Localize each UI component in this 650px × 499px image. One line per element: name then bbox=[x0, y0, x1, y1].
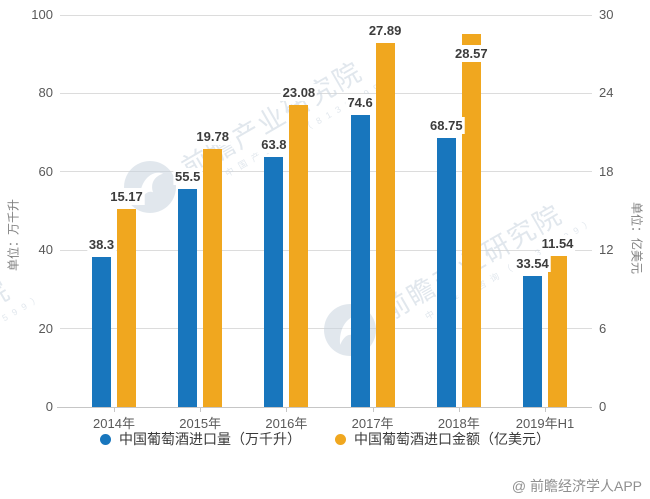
bar-label-volume-1: 55.5 bbox=[173, 168, 203, 186]
y-axis-tick-label-right: 12 bbox=[599, 242, 614, 258]
x-axis-tick bbox=[200, 407, 202, 412]
y-axis-tick-label-left: 100 bbox=[31, 7, 53, 22]
bar-label-volume-2: 63.8 bbox=[259, 135, 289, 153]
x-axis-tick bbox=[114, 407, 115, 412]
legend-item-import-value: 中国葡萄酒进口金额（亿美元） bbox=[335, 429, 550, 449]
bar-volume-0 bbox=[92, 256, 111, 407]
watermark: 前瞻产业研究院 中国产业咨询（8139599） bbox=[112, 42, 399, 225]
x-axis-label-0: 2014年 bbox=[93, 416, 135, 431]
x-axis-label-4: 2018年 bbox=[437, 416, 480, 431]
legend-label-value: 中国葡萄酒进口金额（亿美元） bbox=[354, 431, 550, 447]
y-axis-tick-label-right: 24 bbox=[599, 85, 614, 101]
bar-label-volume-3: 74.6 bbox=[345, 93, 375, 111]
bar-value-1 bbox=[203, 148, 223, 407]
y-axis-tick-label-right: 18 bbox=[599, 163, 614, 179]
gridline-40 bbox=[60, 249, 592, 251]
bar-volume-5 bbox=[523, 275, 542, 407]
x-axis-label-1: 2015年 bbox=[179, 416, 222, 431]
legend-marker-volume-icon bbox=[100, 433, 111, 445]
x-axis-tick bbox=[372, 407, 374, 412]
bar-value-0 bbox=[117, 208, 136, 407]
y-axis-tick-label-left: 60 bbox=[38, 163, 53, 179]
legend-marker-value-icon bbox=[335, 433, 346, 445]
watermark-sub-text: 中国产业咨询（8139599） bbox=[0, 290, 48, 398]
right-axis-title: 单位：亿美元 bbox=[629, 201, 644, 275]
bar-label-volume-5: 33.54 bbox=[514, 254, 551, 272]
gridline-60 bbox=[60, 171, 592, 173]
x-axis-tick bbox=[458, 407, 460, 412]
gridline-100 bbox=[60, 14, 592, 16]
bar-label-value-3: 27.89 bbox=[366, 21, 404, 39]
bar-value-5 bbox=[548, 256, 567, 407]
bar-volume-3 bbox=[350, 114, 370, 407]
gridline-80 bbox=[60, 92, 592, 94]
x-axis-label-3: 2017年 bbox=[351, 416, 394, 431]
x-axis-tick bbox=[286, 407, 288, 412]
legend-label-volume: 中国葡萄酒进口量（万千升） bbox=[119, 431, 301, 447]
y-axis-tick-label-left: 40 bbox=[38, 242, 53, 258]
y-axis-tick-label-left: 80 bbox=[38, 85, 53, 101]
x-axis-line bbox=[57, 407, 592, 408]
x-axis-tick bbox=[545, 407, 546, 412]
bar-label-value-1: 19.78 bbox=[194, 127, 231, 145]
bar-label-value-2: 23.08 bbox=[280, 84, 318, 102]
source-credit: @ 前瞻经济学人APP bbox=[511, 478, 642, 494]
x-axis-label-5: 2019年H1 bbox=[515, 416, 575, 431]
bar-label-volume-0: 38.3 bbox=[86, 235, 117, 253]
bar-value-3 bbox=[375, 42, 395, 407]
bar-value-4 bbox=[461, 33, 481, 407]
gridline-20 bbox=[60, 328, 592, 330]
legend-item-import-volume: 中国葡萄酒进口量（万千升） bbox=[100, 429, 301, 449]
bar-label-value-0: 15.17 bbox=[108, 187, 145, 205]
y-axis-tick-label-right: 30 bbox=[599, 7, 614, 22]
left-axis-title: 单位：万千升 bbox=[6, 198, 21, 272]
bar-label-value-4: 28.57 bbox=[453, 44, 490, 62]
y-axis-tick-label-right: 0 bbox=[599, 399, 607, 414]
watermark-brand-text: 前瞻产业研究院 bbox=[0, 274, 16, 403]
bar-volume-1 bbox=[178, 189, 198, 407]
chart-legend: 中国葡萄酒进口量（万千升） 中国葡萄酒进口金额（亿美元） bbox=[0, 429, 650, 449]
x-axis-label-2: 2016年 bbox=[265, 416, 308, 431]
bar-label-value-5: 11.54 bbox=[539, 235, 576, 253]
bar-volume-4 bbox=[436, 137, 456, 407]
watermark: 前瞻产业研究院 中国产业咨询（8139599） bbox=[0, 261, 47, 444]
bar-label-volume-4: 68.75 bbox=[428, 116, 465, 134]
y-axis-tick-label-left: 20 bbox=[38, 320, 53, 336]
y-axis-tick-label-left: 0 bbox=[45, 399, 53, 414]
bar-value-2 bbox=[289, 105, 309, 407]
bar-volume-2 bbox=[264, 156, 284, 407]
y-axis-tick-label-right: 6 bbox=[599, 320, 607, 336]
